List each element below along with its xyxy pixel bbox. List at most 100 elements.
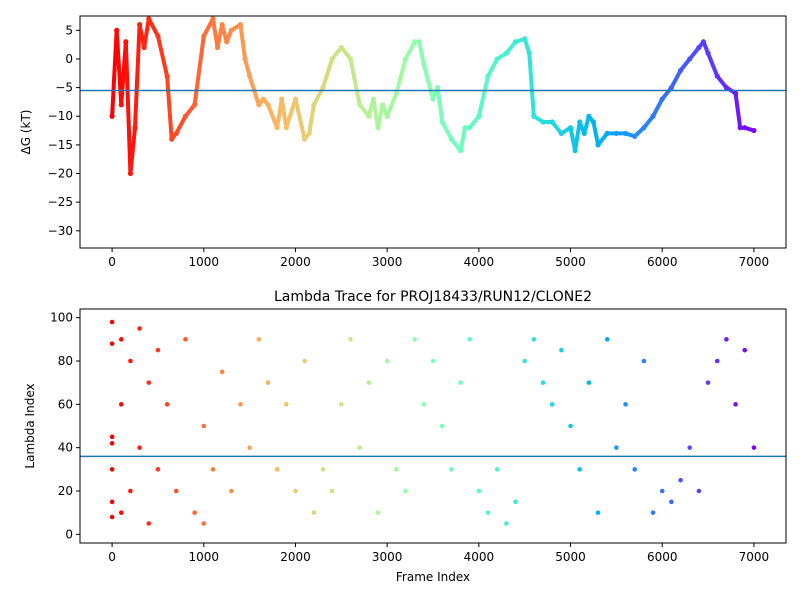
delta-g-x-tick-label: 1000 — [189, 255, 220, 269]
lambda-data-point — [614, 445, 619, 450]
delta-g-trace-segment — [123, 39, 133, 176]
lambda-data-point — [733, 402, 738, 407]
delta-g-data-point — [590, 119, 597, 125]
delta-g-trace-segment — [155, 34, 170, 79]
lambda-data-point — [118, 337, 124, 342]
lambda-x-tick-label: 2000 — [280, 550, 311, 564]
lambda-x-tick-label: 0 — [108, 550, 116, 564]
lambda-data-point — [219, 369, 225, 375]
lambda-frame — [79, 308, 787, 544]
delta-g-data-point — [677, 67, 684, 74]
delta-g-trace-segment — [421, 62, 435, 102]
delta-g-data-point — [210, 16, 216, 22]
delta-g-x-tick-label: 6000 — [647, 255, 678, 269]
delta-g-data-point — [476, 113, 482, 119]
delta-g-data-point — [192, 102, 198, 108]
lambda-data-point — [485, 510, 491, 515]
lambda-data-point — [201, 521, 207, 526]
lambda-y-ticks: 0 20 40 60 80 100 — [50, 311, 80, 541]
delta-g-data-point — [379, 102, 386, 108]
delta-g-data-point — [137, 21, 143, 28]
lambda-data-point — [128, 488, 133, 494]
delta-g-trace-segment — [582, 114, 591, 136]
delta-g-data-point — [302, 136, 308, 142]
lambda-data-point — [339, 402, 344, 407]
lambda-data-point — [650, 510, 656, 515]
delta-g-data-point — [366, 113, 372, 119]
delta-g-y-ticks: 5 0 −5 −10 −15 −20 −25 −30 — [48, 23, 80, 238]
lambda-data-point — [403, 488, 408, 494]
delta-g-data-point — [687, 56, 693, 62]
lambda-data-point — [109, 341, 115, 346]
delta-g-data-point — [118, 102, 124, 108]
lambda-data-point — [586, 380, 592, 385]
lambda-y-tick-label: 40 — [58, 441, 73, 455]
lambda-data-point — [137, 445, 142, 450]
lambda-data-point — [118, 402, 124, 407]
lambda-data-point — [164, 402, 170, 407]
delta-g-data-point — [485, 73, 491, 79]
lambda-data-point — [751, 445, 757, 450]
delta-g-panel: ΔG (kT) 0 1000 2000 3000 4000 5000 6000 7000 5 0… — [19, 15, 787, 269]
lambda-x-tick-label: 5000 — [555, 550, 586, 564]
delta-g-data-point — [439, 119, 445, 125]
lambda-data-point — [724, 337, 729, 342]
delta-g-data-point — [705, 50, 711, 56]
delta-g-data-point — [123, 39, 129, 45]
delta-g-data-point — [311, 102, 317, 108]
delta-g-data-point — [416, 39, 422, 45]
delta-g-trace-segment — [573, 119, 582, 153]
delta-g-data-point — [577, 119, 583, 125]
delta-g-data-point — [306, 130, 312, 137]
lambda-plot-area — [80, 319, 786, 526]
delta-g-data-point — [430, 96, 436, 102]
lambda-y-tick-label: 20 — [58, 484, 73, 498]
lambda-data-point — [320, 467, 326, 472]
lambda-data-point — [109, 499, 115, 505]
lambda-trace-panel: Lambda Trace for PROJ18433/RUN12/CLONE2 … — [23, 289, 787, 584]
delta-g-data-point — [421, 62, 427, 68]
lambda-data-point — [669, 499, 674, 505]
delta-g-data-point — [347, 56, 354, 62]
delta-g-data-point — [182, 113, 189, 119]
lambda-data-point — [439, 423, 445, 429]
lambda-data-point — [696, 488, 702, 494]
lambda-data-point — [293, 488, 298, 494]
lambda-data-point — [311, 510, 317, 515]
lambda-data-point — [678, 477, 683, 483]
delta-g-data-point — [572, 148, 578, 154]
delta-g-y-tick-label: −15 — [48, 138, 73, 152]
lambda-data-point — [274, 467, 280, 472]
delta-g-data-point — [567, 125, 574, 131]
delta-g-x-tick-label: 0 — [108, 255, 116, 269]
delta-g-trace-segment — [142, 16, 151, 50]
delta-g-trace-segment — [458, 125, 468, 153]
delta-g-x-ticks: 0 1000 2000 3000 4000 5000 6000 7000 — [108, 248, 769, 269]
delta-g-trace-segment — [320, 56, 335, 90]
delta-g-x-tick-label: 5000 — [555, 255, 586, 269]
delta-g-data-point — [622, 130, 629, 137]
delta-g-data-point — [132, 125, 138, 131]
delta-g-data-point — [549, 119, 555, 125]
delta-g-data-point — [357, 102, 363, 108]
delta-g-data-point — [526, 50, 532, 56]
lambda-data-point — [192, 510, 197, 515]
lambda-x-tick-label: 3000 — [372, 550, 403, 564]
delta-g-data-point — [650, 113, 656, 119]
delta-g-trace-segment — [527, 51, 536, 119]
delta-g-frame — [79, 15, 787, 249]
lambda-data-point — [146, 521, 152, 526]
delta-g-data-point — [279, 96, 285, 102]
delta-g-data-point — [338, 44, 344, 51]
lambda-data-point — [494, 467, 500, 472]
lambda-data-point — [375, 510, 381, 515]
lambda-data-point — [595, 510, 601, 515]
delta-g-data-point — [393, 90, 399, 96]
lambda-data-point — [705, 380, 711, 385]
delta-g-data-point — [370, 96, 376, 102]
delta-g-trace-segment — [243, 56, 252, 79]
lambda-data-point — [128, 358, 133, 364]
lambda-data-point — [357, 445, 362, 450]
delta-g-data-point — [292, 96, 299, 102]
delta-g-trace-segment — [146, 16, 160, 39]
